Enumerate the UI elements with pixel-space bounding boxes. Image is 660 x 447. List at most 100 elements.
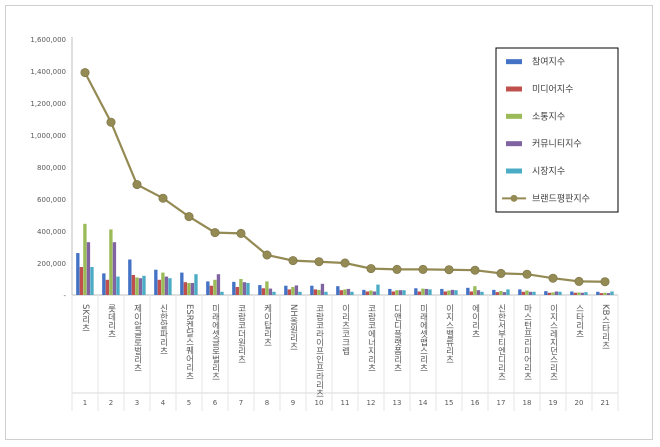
line-point-6: [210, 228, 220, 238]
legend-swatch-4: [506, 141, 522, 147]
bar-1-6: [206, 281, 210, 295]
chart-frame: - 200,000 400,000 600,000 800,000 1,000,000 1,…: [5, 5, 653, 440]
bar-4-15: [450, 289, 455, 295]
rank-label-4: 4: [161, 399, 166, 407]
bar-3-9: [291, 287, 295, 295]
category-label-11: 이리츠코크렙: [340, 303, 350, 355]
bar-4-19: [554, 291, 559, 295]
bar-5-13: [402, 290, 406, 295]
y-tick-label-8: 1,600,000: [30, 36, 66, 44]
bar-5-3: [142, 275, 146, 295]
chart-bars: [76, 223, 614, 295]
bar-5-18: [532, 291, 536, 295]
bar-1-4: [154, 269, 158, 295]
bar-1-12: [362, 289, 366, 295]
y-tick-label-1: 200,000: [37, 260, 66, 268]
rank-label-17: 17: [497, 399, 506, 407]
bar-1-11: [336, 286, 340, 295]
rank-label-7: 7: [239, 399, 243, 407]
legend-box: [495, 47, 619, 213]
bar-1-1: [76, 253, 80, 295]
line-point-18: [522, 269, 532, 279]
category-label-12: 코람코에너지리츠: [366, 304, 376, 372]
bar-4-2: [112, 242, 117, 295]
bar-2-21: [599, 293, 604, 295]
bar-4-7: [242, 282, 247, 295]
bar-1-7: [232, 281, 236, 295]
line-point-4: [158, 193, 168, 203]
category-label-13: 디앤디플랫폼리츠: [392, 304, 402, 372]
rank-label-21: 21: [601, 399, 610, 407]
bar-3-20: [577, 292, 581, 295]
line-point-10: [314, 257, 324, 267]
line-point-5: [184, 212, 194, 222]
category-label-10: 코람코라이프인프라리츠: [314, 304, 324, 398]
brand-reputation-chart: - 200,000 400,000 600,000 800,000 1,000,000 1,…: [30, 36, 619, 411]
legend-swatch-marker: [510, 194, 518, 202]
bar-4-17: [502, 292, 507, 295]
bar-5-17: [506, 289, 510, 295]
bar-2-18: [521, 291, 526, 295]
chart-labels: SK리츠 1 롯데리츠 2 제이알글로벌리츠 3 신한알파리츠 4 ESR켄달스퀘어리츠 5 미래에…: [80, 303, 610, 407]
bar-4-4: [164, 276, 169, 295]
bar-2-20: [573, 292, 578, 295]
bar-4-20: [580, 292, 585, 295]
bar-3-21: [603, 292, 607, 295]
bar-3-14: [421, 288, 425, 295]
bar-1-15: [440, 288, 444, 295]
category-label-18: 마스턴프리미어리츠: [522, 304, 532, 381]
bar-5-2: [116, 276, 120, 295]
line-point-15: [444, 265, 454, 275]
rank-label-12: 12: [367, 399, 376, 407]
legend-label-1: 참여지수: [532, 56, 565, 68]
bar-3-4: [161, 272, 165, 295]
legend-label-4: 커뮤니티지수: [532, 139, 582, 150]
line-point-3: [132, 180, 142, 190]
category-label-14: 미래에셋맵스리츠: [418, 304, 428, 372]
category-label-17: 신한서부티엔디리츠: [496, 304, 506, 381]
category-label-6: 미래에셋글로벌리츠: [210, 304, 220, 381]
bar-1-10: [310, 285, 314, 295]
category-label-1: SK리츠: [80, 304, 90, 332]
rank-label-10: 10: [315, 399, 324, 407]
rank-label-18: 18: [523, 399, 532, 407]
bar-1-20: [570, 291, 574, 295]
line-point-17: [496, 268, 506, 278]
bar-3-3: [135, 277, 139, 295]
category-label-3: 제이알글로벌리츠: [132, 304, 142, 372]
bar-1-9: [284, 285, 288, 295]
rank-label-15: 15: [445, 399, 454, 407]
category-label-8: 케이탑리츠: [262, 304, 272, 347]
y-tick-label-0: -: [63, 292, 66, 300]
legend-label-6: 브랜드평판지수: [532, 193, 590, 204]
y-tick-label-2: 400,000: [37, 228, 66, 236]
bar-5-19: [558, 291, 562, 295]
line-point-12: [366, 264, 376, 274]
bar-3-2: [109, 229, 113, 295]
bar-2-11: [339, 290, 344, 295]
bar-4-1: [86, 242, 91, 295]
bar-2-6: [209, 285, 214, 295]
line-point-1: [80, 68, 90, 78]
bar-1-3: [128, 259, 132, 295]
bar-3-13: [395, 290, 399, 295]
bar-2-13: [391, 291, 396, 295]
y-tick-label-6: 1,200,000: [30, 100, 66, 108]
bar-1-5: [180, 272, 184, 295]
bar-5-1: [90, 267, 94, 295]
line-point-21: [600, 277, 610, 287]
bar-1-2: [102, 273, 106, 295]
bar-3-19: [551, 292, 555, 295]
line-point-11: [340, 258, 350, 268]
bar-5-10: [324, 291, 328, 295]
category-label-7: 코람코더원리츠: [236, 304, 246, 364]
bar-2-8: [261, 288, 266, 295]
category-label-16: 에이리츠: [470, 304, 480, 338]
bar-2-7: [235, 287, 240, 295]
category-label-5: ESR켄달스퀘어리츠: [184, 304, 194, 380]
rank-label-20: 20: [575, 399, 584, 407]
bar-5-9: [298, 291, 302, 295]
bar-3-11: [343, 289, 347, 295]
bar-5-4: [168, 278, 172, 295]
category-label-2: 롯데리츠: [106, 304, 116, 338]
